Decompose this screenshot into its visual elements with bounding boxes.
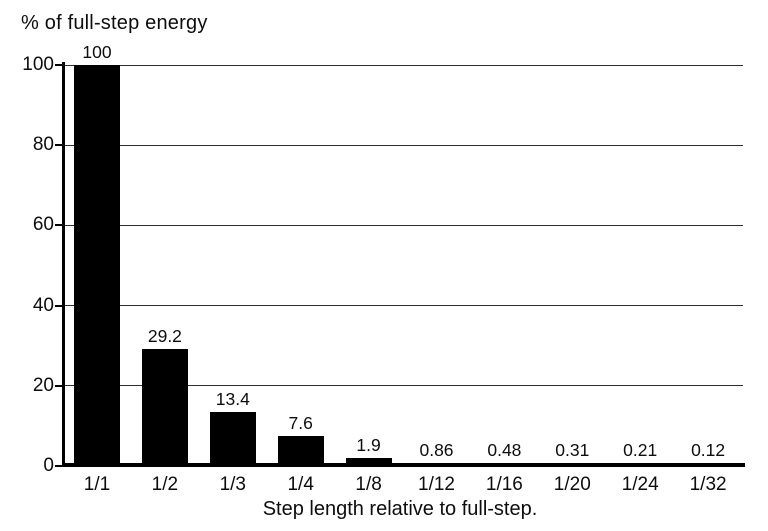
x-axis-tick-label: 1/16 <box>485 474 523 495</box>
bar-value-label: 0.86 <box>419 439 454 460</box>
bar <box>549 463 596 467</box>
bar <box>685 463 732 467</box>
bar <box>617 463 664 467</box>
x-axis-tick-label: 1/24 <box>621 474 659 495</box>
bar <box>209 412 256 467</box>
y-axis-tick <box>55 304 63 307</box>
bar-value-label: 13.4 <box>215 389 250 410</box>
y-axis-tick <box>55 384 63 387</box>
y-axis-tick-label: 20 <box>32 374 54 396</box>
x-axis-tick-label: 1/32 <box>689 474 727 495</box>
x-axis-tick-label: 1/4 <box>287 474 314 495</box>
bar-value-label: 0.21 <box>623 440 658 460</box>
y-axis-tick-label: 60 <box>32 214 54 236</box>
x-axis-tick-label: 1/1 <box>83 474 111 495</box>
bar-value-label: 0.31 <box>555 440 590 460</box>
gridline <box>62 144 743 146</box>
y-axis-tick-label: 0 <box>43 455 54 476</box>
y-axis-tick <box>55 64 63 66</box>
x-axis-tick-label: 1/2 <box>151 474 179 495</box>
y-axis-tick-label: 100 <box>22 54 54 75</box>
gridline <box>62 224 743 227</box>
bar-value-label: 29.2 <box>147 325 182 346</box>
gridline <box>62 64 743 66</box>
y-axis-tick <box>55 465 63 467</box>
gridline <box>62 385 743 387</box>
bar-value-label: 0.12 <box>691 440 726 460</box>
bar <box>413 462 460 467</box>
bar-value-label: 100 <box>82 42 112 62</box>
bar <box>345 458 392 467</box>
x-axis-tick-label: 1/12 <box>418 474 455 495</box>
bar <box>141 348 188 467</box>
y-axis-tick <box>55 224 63 227</box>
y-axis-title: % of full-step energy <box>21 12 208 34</box>
y-axis-tick-label: 80 <box>32 134 54 156</box>
bar-value-label: 0.48 <box>487 440 522 460</box>
x-axis-title: Step length relative to full-step. <box>262 498 538 520</box>
bar <box>481 463 528 467</box>
bar <box>74 65 120 467</box>
bar <box>277 435 324 467</box>
x-axis-tick-label: 1/3 <box>219 474 246 495</box>
x-axis-tick-label: 1/8 <box>355 474 382 495</box>
y-axis-tick-label: 40 <box>32 294 54 316</box>
x-axis-line <box>62 463 745 467</box>
bar-value-label: 7.6 <box>288 412 313 433</box>
y-axis-tick <box>55 144 63 147</box>
gridline <box>62 305 743 307</box>
y-axis-line <box>62 62 65 467</box>
bar-value-label: 1.9 <box>356 435 381 456</box>
x-axis-tick-label: 1/20 <box>553 474 591 495</box>
